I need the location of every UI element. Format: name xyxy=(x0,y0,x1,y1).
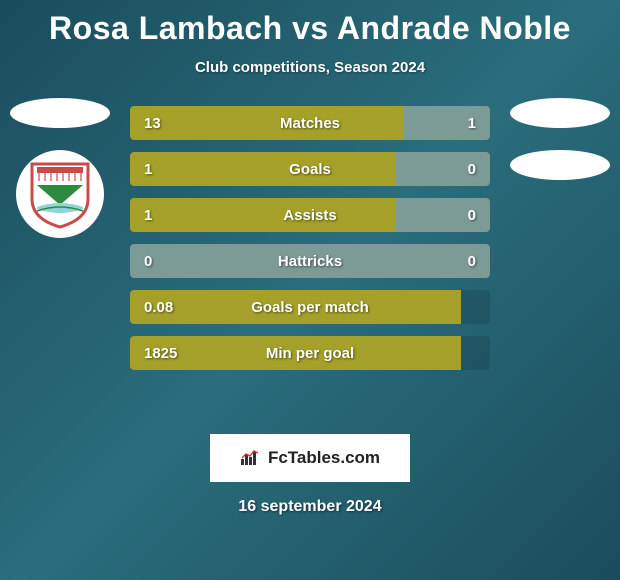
stat-row-assists: 10Assists xyxy=(130,198,490,232)
right-team-badges xyxy=(510,98,610,202)
stat-label: Goals per match xyxy=(130,299,490,316)
right-badge-ellipse-1 xyxy=(510,98,610,128)
date-text: 16 september 2024 xyxy=(0,498,620,516)
infographic-root: Rosa Lambach vs Andrade Noble Club compe… xyxy=(0,0,620,580)
stat-label: Hattricks xyxy=(130,253,490,270)
club-crest-icon xyxy=(16,150,104,238)
page-title: Rosa Lambach vs Andrade Noble xyxy=(0,10,620,47)
stat-label: Min per goal xyxy=(130,345,490,362)
fctables-label: FcTables.com xyxy=(268,448,380,468)
left-badge-ellipse xyxy=(10,98,110,128)
stat-label: Goals xyxy=(130,161,490,178)
bar-chart-icon xyxy=(240,449,262,467)
stat-row-min-per-goal: 1825Min per goal xyxy=(130,336,490,370)
stat-label: Matches xyxy=(130,115,490,132)
stat-bars: 131Matches 10Goals 10Assists 00Hattricks 0.0… xyxy=(130,106,490,382)
stat-row-hattricks: 00Hattricks xyxy=(130,244,490,278)
page-subtitle: Club competitions, Season 2024 xyxy=(0,59,620,76)
stat-row-goals: 10Goals xyxy=(130,152,490,186)
stat-row-matches: 131Matches xyxy=(130,106,490,140)
stat-label: Assists xyxy=(130,207,490,224)
comparison-chart: 131Matches 10Goals 10Assists 00Hattricks 0.0… xyxy=(0,106,620,426)
stat-row-goals-per-match: 0.08Goals per match xyxy=(130,290,490,324)
right-badge-ellipse-2 xyxy=(510,150,610,180)
fctables-watermark: FcTables.com xyxy=(210,434,410,482)
left-team-badges xyxy=(10,98,110,238)
